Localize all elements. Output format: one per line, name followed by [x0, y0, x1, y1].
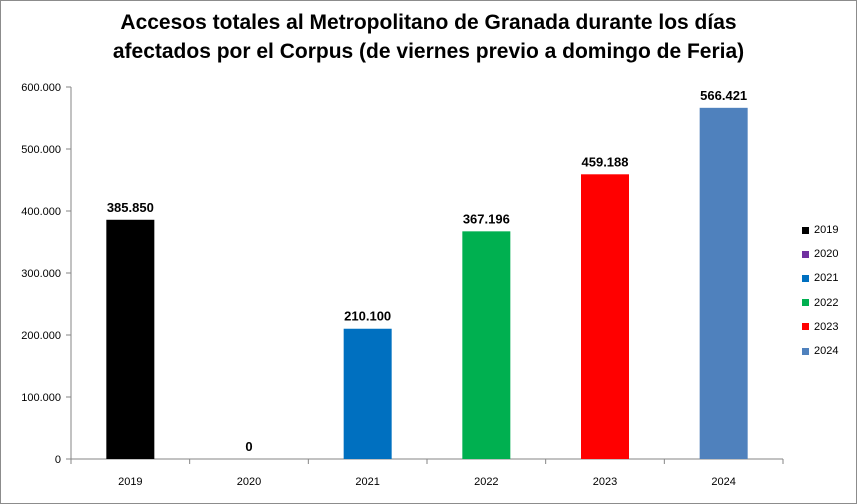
y-tick-label: 500.000	[21, 144, 61, 156]
legend-label: 2023	[814, 320, 839, 333]
legend-item-2020: 2020	[802, 242, 838, 266]
y-tick-label: 300.000	[21, 268, 61, 280]
legend-item-2019: 2019	[802, 218, 838, 242]
bar-2021	[343, 328, 392, 459]
y-tick-label: 600.000	[21, 82, 61, 94]
bar-2024	[699, 107, 748, 460]
data-label-2024: 566.421	[700, 88, 747, 103]
legend-item-2022: 2022	[802, 291, 838, 315]
legend-swatch	[802, 250, 809, 258]
legend-swatch	[802, 323, 809, 331]
chart-title: Accesos totales al Metropolitano de Gran…	[0, 8, 857, 66]
legend-item-2023: 2023	[802, 315, 838, 339]
x-tick-label: 2021	[355, 476, 379, 488]
x-tick-label: 2020	[237, 476, 261, 488]
legend-item-2021: 2021	[802, 266, 838, 290]
data-label-2019: 385.850	[107, 200, 154, 215]
y-tick-label: 0	[55, 454, 61, 466]
legend-label: 2019	[814, 224, 839, 237]
chart-title-line-1: Accesos totales al Metropolitano de Gran…	[120, 11, 737, 34]
y-tick-label: 400.000	[21, 206, 61, 218]
x-tick-label: 2023	[593, 476, 617, 488]
legend-label: 2022	[814, 296, 839, 309]
legend-label: 2021	[814, 272, 839, 285]
x-tick-label: 2024	[711, 476, 735, 488]
y-tick-label: 200.000	[21, 330, 61, 342]
legend-item-2024: 2024	[802, 339, 838, 363]
data-label-2022: 367.196	[463, 211, 510, 226]
legend-swatch	[802, 347, 809, 355]
x-tick-label: 2022	[474, 476, 498, 488]
data-label-2023: 459.188	[582, 154, 629, 169]
legend-swatch	[802, 274, 809, 282]
legend-label: 2020	[814, 248, 839, 261]
data-label-2020: 0	[245, 439, 252, 454]
y-tick-label: 100.000	[21, 392, 61, 404]
legend-label: 2024	[814, 345, 839, 358]
legend-swatch	[802, 299, 809, 307]
x-tick-label: 2019	[118, 476, 142, 488]
bar-2023	[581, 174, 629, 459]
legend-swatch	[802, 226, 809, 234]
bar-2022	[462, 231, 511, 459]
data-label-2021: 210.100	[344, 309, 391, 324]
chart-title-line-2: afectados por el Corpus (de viernes prev…	[112, 40, 745, 63]
bar-2019	[106, 219, 155, 459]
chart-legend: 2019 2020 2021 2022 2023 2024	[802, 218, 838, 363]
